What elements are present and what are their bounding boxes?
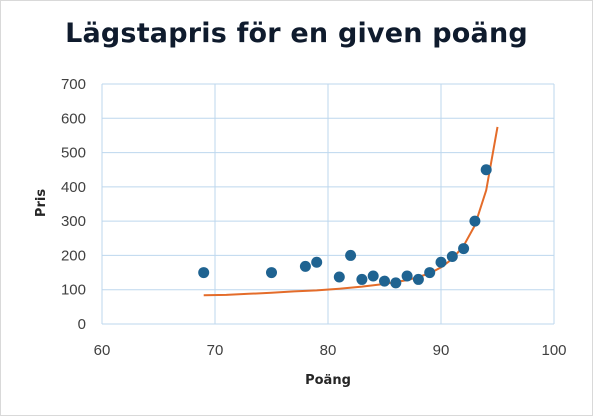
data-point [266, 267, 277, 279]
data-point [469, 215, 481, 227]
data-point [401, 270, 413, 282]
grid [101, 83, 555, 325]
data-point [198, 267, 210, 279]
data-point [356, 273, 368, 285]
data-point [446, 250, 458, 262]
data-point [311, 256, 323, 268]
y-tick-label: 300 [61, 213, 86, 230]
y-tick-label: 400 [61, 179, 86, 196]
x-tick-label: 80 [320, 342, 337, 359]
data-point [333, 271, 345, 283]
data-point [390, 277, 402, 289]
data-point [412, 273, 424, 285]
data-points [198, 164, 492, 289]
x-axis-label: Poäng [305, 373, 351, 388]
y-tick-labels: 0 100 200 300 400 500 600 700 [61, 76, 86, 333]
data-point [480, 164, 492, 176]
data-point [435, 256, 447, 268]
y-tick-label: 600 [61, 110, 86, 127]
y-tick-label: 500 [61, 145, 86, 162]
data-point [458, 243, 470, 255]
data-point [424, 267, 436, 279]
y-tick-label: 100 [61, 282, 86, 299]
x-tick-label: 90 [433, 342, 450, 359]
y-tick-label: 700 [61, 76, 86, 93]
x-tick-label: 60 [94, 342, 111, 359]
data-point [345, 249, 357, 261]
x-tick-label: 70 [207, 342, 224, 359]
y-tick-label: 200 [61, 247, 86, 264]
data-point [379, 275, 390, 287]
x-tick-labels: 60 70 80 90 100 [94, 342, 567, 359]
chart-title: Lägstapris för en given poäng [65, 18, 528, 49]
data-point [299, 260, 311, 272]
y-tick-label: 0 [78, 316, 86, 333]
x-tick-label: 100 [541, 342, 566, 359]
y-axis-label: Pris [34, 189, 49, 217]
data-point [367, 270, 379, 282]
